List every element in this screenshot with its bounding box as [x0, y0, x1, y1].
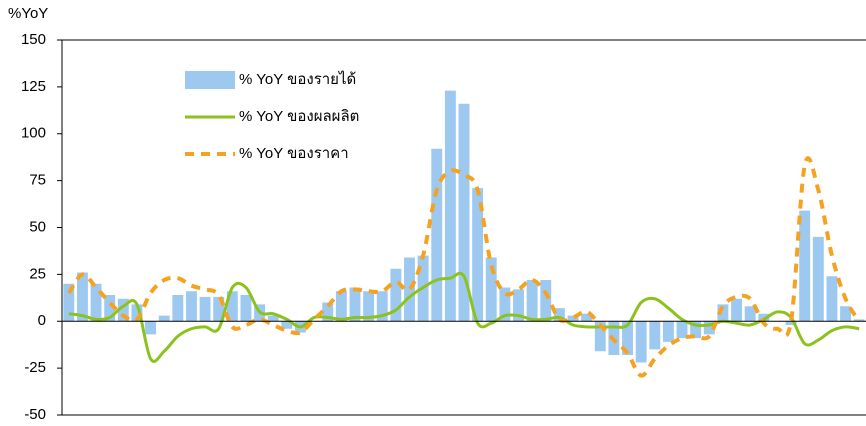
- bar: [717, 304, 729, 322]
- bar: [226, 291, 238, 322]
- y-tick-label: -50: [24, 406, 46, 421]
- line: [67, 156, 861, 378]
- bar: [281, 321, 293, 329]
- bar: [404, 257, 415, 322]
- bar: [158, 315, 170, 322]
- y-tick-label: -25: [24, 359, 46, 376]
- bar: [104, 295, 116, 322]
- bar: [63, 283, 75, 322]
- bar: [485, 257, 497, 322]
- bar: [594, 321, 606, 352]
- bar: [540, 280, 552, 322]
- bar: [186, 291, 197, 322]
- bar: [635, 321, 647, 363]
- bar: [335, 291, 347, 322]
- bar: [131, 304, 143, 322]
- bar: [812, 236, 824, 322]
- bar: [240, 295, 252, 322]
- y-tick-label: 0: [38, 312, 46, 329]
- legend-label: % YoY ของผลผลิต: [239, 108, 359, 125]
- bar: [799, 210, 811, 322]
- legend-label: % YoY ของราคา: [239, 145, 349, 162]
- bar: [731, 298, 742, 322]
- bar: [785, 321, 797, 325]
- bar: [703, 321, 715, 335]
- bar: [322, 302, 334, 322]
- y-tick-label: 100: [21, 125, 46, 142]
- y-tick-label: 25: [29, 265, 46, 282]
- y-tick-label: 75: [29, 172, 46, 189]
- bar: [758, 313, 770, 322]
- bar: [526, 280, 538, 322]
- bar: [431, 148, 443, 322]
- legend-swatch: [185, 71, 235, 89]
- bar: [676, 321, 688, 339]
- y-tick-label: 125: [21, 78, 46, 95]
- y-tick-label: 50: [29, 218, 46, 235]
- bar: [172, 295, 184, 322]
- bar: [458, 103, 470, 322]
- bar: [472, 188, 484, 322]
- bar: [840, 306, 852, 322]
- bar: [690, 321, 702, 339]
- bar: [662, 321, 674, 342]
- bar: [145, 321, 157, 335]
- y-tick-label: 150: [21, 31, 46, 48]
- bar: [117, 298, 129, 322]
- bar: [199, 296, 211, 322]
- bar: [90, 283, 102, 322]
- bar: [649, 321, 661, 350]
- legend-label: % YoY ของรายได้: [239, 70, 356, 88]
- bar: [444, 90, 456, 322]
- bar: [363, 291, 375, 322]
- bar: [390, 268, 402, 322]
- bar: [853, 319, 865, 322]
- bar: [567, 315, 579, 322]
- bar: [581, 313, 593, 322]
- bar: [513, 289, 524, 322]
- bar: [499, 287, 511, 322]
- bar: [76, 272, 88, 322]
- bar: [267, 315, 279, 322]
- y-axis-title: %YoY: [8, 5, 48, 22]
- bar: [622, 321, 633, 355]
- bar: [826, 276, 838, 322]
- bar: [213, 296, 225, 322]
- bar: [349, 287, 361, 322]
- bar: [744, 306, 756, 322]
- bar: [553, 308, 565, 322]
- bar: [376, 291, 388, 322]
